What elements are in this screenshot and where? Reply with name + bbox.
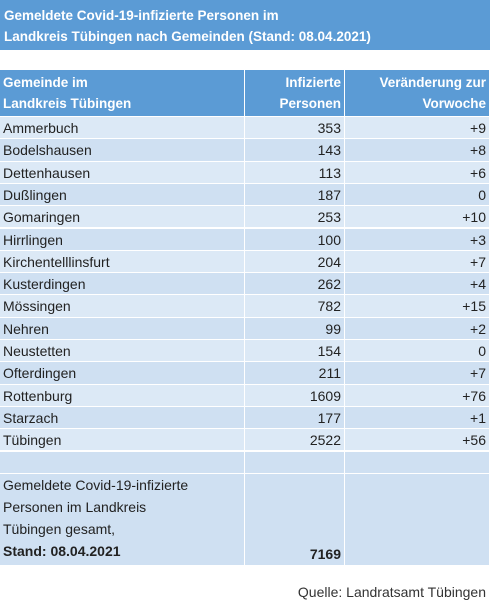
number-cell: 204	[245, 250, 345, 274]
header-line: Personen	[279, 96, 341, 111]
number-cell: 262	[245, 273, 345, 296]
number-cell: 353	[245, 117, 345, 140]
number-cell: 782	[245, 295, 345, 318]
number-cell: +6	[345, 161, 490, 184]
name-cell: Ofterdingen	[0, 362, 245, 385]
number-cell: 2522	[245, 429, 345, 452]
number-cell: 253	[245, 206, 345, 229]
header-line: Gemeinde im	[3, 75, 88, 90]
name-cell: Hirrlingen	[0, 228, 245, 251]
number-cell: +56	[345, 429, 490, 452]
title-line: Gemeldete Covid-19-infizierte Personen i…	[4, 8, 279, 23]
header-line: Infizierte	[285, 75, 341, 90]
number-cell: 177	[245, 406, 345, 430]
number-cell: 154	[245, 340, 345, 363]
name-cell: Gomaringen	[0, 206, 245, 229]
number-cell: +15	[345, 295, 490, 318]
empty-cell	[345, 473, 490, 566]
name-cell: Nehren	[0, 317, 245, 340]
total-label-line: Personen im Landkreis	[3, 498, 147, 515]
number-cell: +3	[345, 228, 490, 251]
source-note: Quelle: Landratsamt Tübingen	[297, 584, 486, 600]
total-value-cell: 7169	[245, 473, 345, 566]
name-cell: Ammerbuch	[0, 117, 245, 140]
number-cell: +7	[345, 362, 490, 385]
name-cell: Bodelshausen	[0, 139, 245, 162]
name-cell: Rottenburg	[0, 384, 245, 407]
name-cell: Kusterdingen	[0, 273, 245, 296]
total-label: Gemeldete Covid-19-infizierte Personen im…	[0, 473, 245, 566]
number-cell: 0	[345, 340, 490, 363]
header-line: Landkreis Tübingen	[3, 96, 132, 111]
number-cell: 1609	[245, 384, 345, 407]
column-header: Gemeinde im Landkreis Tübingen	[0, 70, 245, 116]
name-cell: Mössingen	[0, 295, 245, 318]
header-line: Vorwoche	[422, 96, 486, 111]
number-cell: +7	[345, 250, 490, 274]
column-header: Veränderung zur Vorwoche	[345, 70, 490, 116]
empty-cell	[245, 451, 345, 474]
title-line: Landkreis Tübingen nach Gemeinden (Stand…	[4, 29, 371, 44]
number-cell: +2	[345, 317, 490, 340]
total-label-line: Gemeldete Covid-19-infizierte	[3, 476, 189, 493]
number-cell: +8	[345, 139, 490, 162]
name-cell: Neustetten	[0, 340, 245, 363]
empty-cell	[0, 451, 245, 474]
total-stand: Stand: 08.04.2021	[3, 542, 121, 559]
name-cell: Kirchentelllinsfurt	[0, 250, 245, 274]
total-value: 7169	[309, 545, 341, 562]
header-line: Veränderung zur	[379, 75, 486, 90]
number-cell: 187	[245, 183, 345, 207]
number-cell: +9	[345, 117, 490, 140]
name-cell: Tübingen	[0, 429, 245, 452]
number-cell: +1	[345, 406, 490, 430]
total-label-line: Tübingen gesamt,	[3, 520, 116, 537]
number-cell: 113	[245, 161, 345, 184]
name-cell: Dettenhausen	[0, 161, 245, 184]
number-cell: 143	[245, 139, 345, 162]
column-header: Infizierte Personen	[245, 70, 345, 116]
name-cell: Starzach	[0, 406, 245, 430]
number-cell: 99	[245, 317, 345, 340]
title-bar: Gemeldete Covid-19-infizierte Personen i…	[0, 0, 490, 50]
number-cell: 100	[245, 228, 345, 251]
name-cell: Dußlingen	[0, 183, 245, 207]
number-cell: 0	[345, 183, 490, 207]
number-cell: 211	[245, 362, 345, 385]
number-cell: +10	[345, 206, 490, 229]
empty-cell	[345, 451, 490, 474]
number-cell: +76	[345, 384, 490, 407]
number-cell: +4	[345, 273, 490, 296]
